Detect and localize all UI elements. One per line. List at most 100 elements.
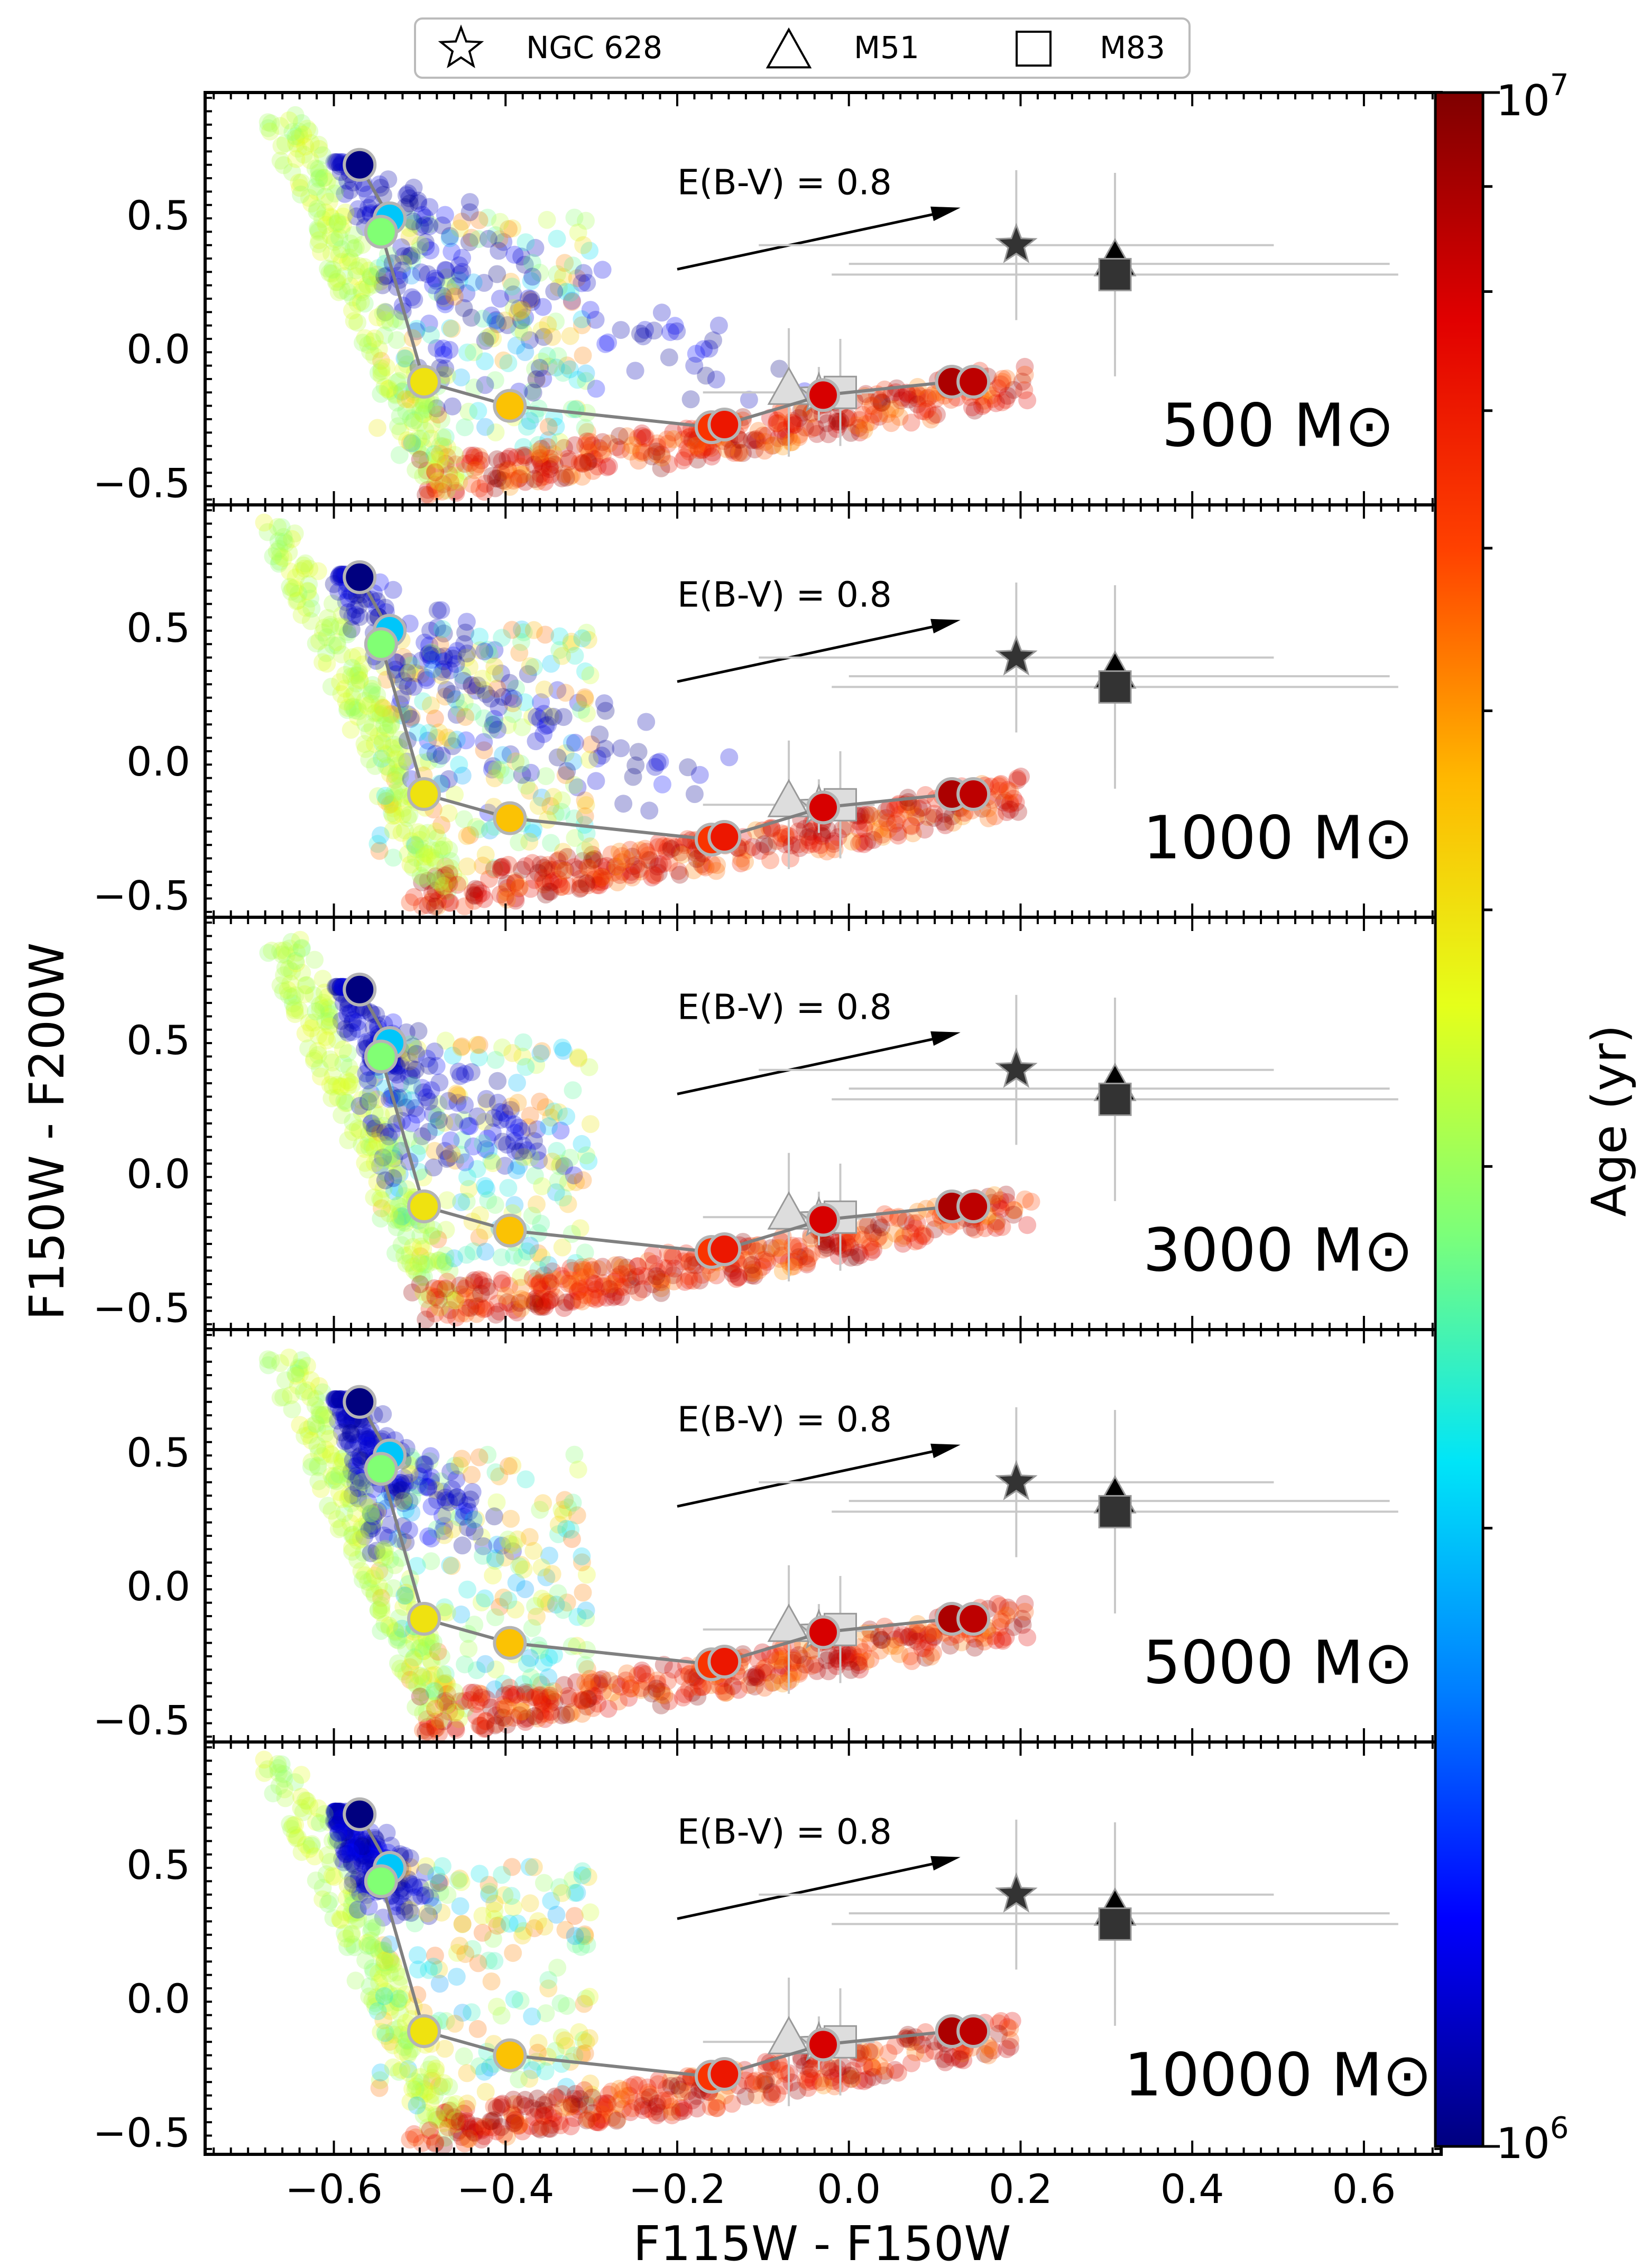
cluster-point — [541, 873, 560, 892]
cluster-point — [511, 754, 530, 773]
cluster-point — [744, 1260, 762, 1278]
cluster-point — [372, 362, 391, 381]
cluster-point — [368, 1118, 386, 1136]
cluster-point — [422, 429, 440, 448]
cluster-point — [458, 1168, 476, 1186]
cluster-point — [427, 448, 445, 466]
cluster-point — [574, 455, 592, 473]
cluster-point — [580, 443, 598, 462]
cluster-point — [786, 416, 804, 434]
cluster-point — [453, 1037, 471, 1056]
cluster-point — [497, 890, 516, 909]
cluster-point — [818, 842, 836, 861]
cluster-point — [550, 875, 568, 893]
cluster-point — [447, 484, 465, 502]
cluster-point — [661, 323, 679, 342]
cluster-point — [484, 329, 502, 348]
cluster-point — [436, 866, 455, 884]
cluster-point — [573, 454, 591, 472]
cluster-point — [916, 1227, 934, 1246]
cluster-point — [522, 290, 540, 308]
cluster-point — [565, 776, 583, 794]
cluster-point — [704, 331, 722, 349]
colorbar-label: Age (yr) — [1582, 1025, 1637, 1216]
cluster-point — [341, 277, 360, 296]
cluster-point — [412, 446, 431, 465]
cluster-point — [343, 659, 362, 677]
cluster-point — [904, 824, 922, 843]
cluster-point — [455, 897, 474, 916]
cluster-point — [322, 1089, 341, 1108]
cluster-point — [600, 457, 618, 475]
cluster-point — [717, 440, 736, 458]
x-tick-label: 0.6 — [1332, 2165, 1396, 2212]
cluster-point — [452, 368, 471, 386]
cluster-point — [321, 615, 339, 634]
cluster-point — [458, 1580, 476, 1599]
cluster-point — [549, 278, 568, 297]
cluster-point — [558, 1997, 576, 2015]
cluster-point — [569, 1460, 587, 1479]
cluster-point — [543, 328, 561, 346]
cluster-point — [261, 122, 279, 141]
cluster-point — [893, 1229, 912, 1247]
cluster-point — [811, 836, 829, 854]
cluster-point — [336, 666, 354, 684]
cluster-point — [841, 1238, 860, 1257]
cluster-point — [499, 460, 517, 478]
cluster-point — [342, 252, 360, 270]
cluster-point — [443, 320, 461, 338]
cluster-point — [547, 1288, 565, 1307]
cluster-point — [535, 1289, 554, 1308]
cluster-point — [430, 445, 449, 463]
cluster-point — [340, 1058, 358, 1077]
cluster-point — [534, 859, 553, 877]
cluster-point — [612, 1265, 630, 1284]
cluster-point — [581, 1903, 600, 1922]
cluster-point — [561, 327, 579, 345]
cluster-point — [790, 839, 809, 858]
cluster-point — [500, 1457, 518, 1476]
cluster-point — [372, 1106, 390, 1124]
cluster-point — [386, 750, 405, 769]
cluster-point — [475, 483, 494, 501]
cluster-point — [573, 1135, 591, 1153]
cluster-point — [562, 635, 580, 653]
cluster-point — [576, 437, 594, 455]
cluster-point — [280, 960, 298, 978]
cluster-point — [648, 858, 667, 875]
cluster-point — [552, 878, 570, 896]
cluster-point — [536, 1710, 554, 1728]
cluster-point — [390, 668, 408, 686]
cluster-point — [342, 721, 360, 739]
cluster-point — [593, 746, 611, 765]
cluster-point — [457, 731, 475, 750]
cluster-point — [565, 208, 584, 227]
cluster-point — [503, 1044, 522, 1062]
cluster-point — [443, 243, 461, 261]
cluster-point — [298, 1792, 316, 1810]
cluster-point — [449, 1063, 468, 1081]
cluster-point — [554, 364, 573, 382]
cluster-point — [493, 1132, 512, 1151]
cluster-point — [758, 1244, 776, 1262]
cluster-point — [437, 680, 456, 699]
cluster-point — [897, 1212, 915, 1230]
cluster-point — [374, 705, 392, 723]
cluster-point — [459, 402, 478, 421]
cluster-point — [908, 389, 926, 408]
cluster-point — [389, 777, 407, 795]
cluster-point — [411, 840, 429, 859]
cluster-point — [359, 336, 377, 354]
cluster-point — [325, 575, 343, 593]
cluster-point — [580, 1670, 599, 1688]
cluster-point — [331, 1077, 349, 1096]
cluster-point — [564, 256, 582, 275]
cluster-point — [287, 568, 305, 587]
cluster-point — [633, 1664, 652, 1682]
cluster-point — [510, 833, 528, 852]
cluster-point — [433, 663, 451, 681]
panel-mass-label: 5000 M⊙ — [1143, 1629, 1413, 1698]
cluster-point — [477, 685, 495, 703]
